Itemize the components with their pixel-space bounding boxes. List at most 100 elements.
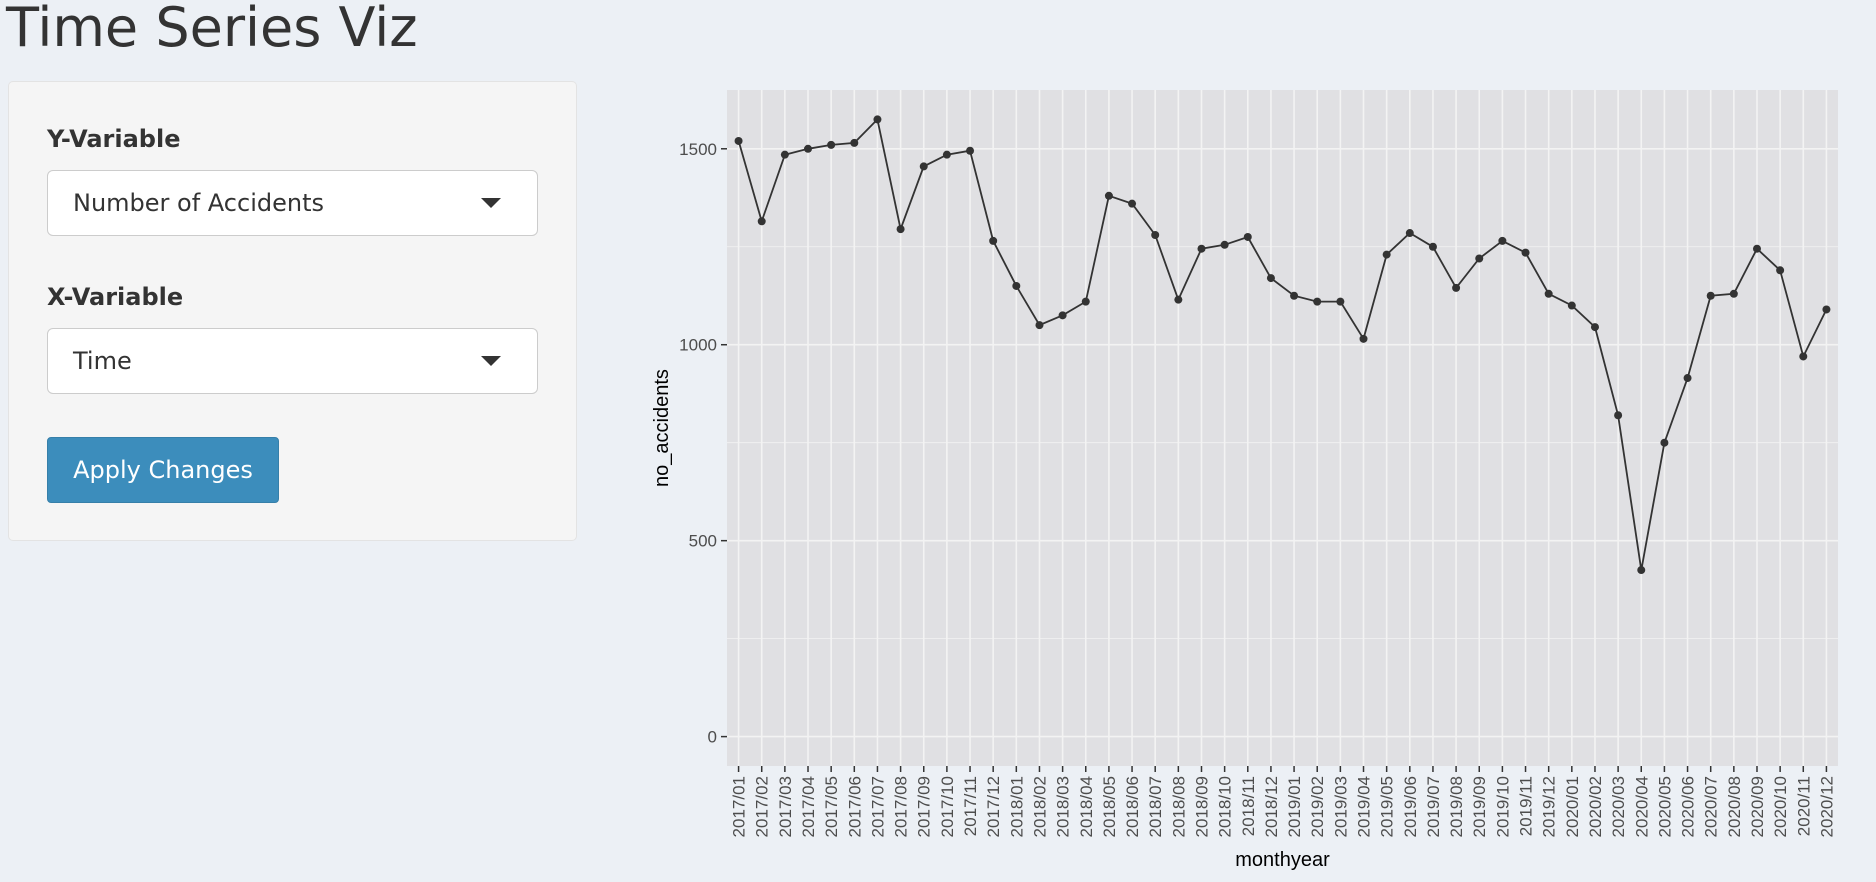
- x-tick-label: 2017/02: [753, 776, 772, 837]
- x-tick-label: 2017/05: [822, 776, 841, 837]
- data-point: [1568, 302, 1576, 310]
- x-tick-label: 2018/12: [1262, 776, 1281, 837]
- data-point: [1082, 298, 1090, 306]
- x-axis: 2017/01 2017/02 2017/03 2017/04 2017/05 2017/…: [730, 766, 1837, 837]
- y-tick-label: 0: [708, 728, 717, 747]
- x-tick-label: 2020/01: [1563, 776, 1582, 837]
- x-tick-label: 2017/04: [799, 776, 818, 837]
- data-point: [1059, 311, 1067, 319]
- data-point: [758, 217, 766, 225]
- y-tick-label: 500: [689, 532, 717, 551]
- data-point: [1822, 305, 1830, 313]
- data-point: [1406, 229, 1414, 237]
- data-point: [1035, 321, 1043, 329]
- data-point: [1637, 566, 1645, 574]
- data-point: [1012, 282, 1020, 290]
- data-point: [1730, 290, 1738, 298]
- x-tick-label: 2017/12: [984, 776, 1003, 837]
- x-tick-label: 2017/10: [938, 776, 957, 837]
- x-tick-label: 2017/09: [915, 776, 934, 837]
- data-point: [1660, 439, 1668, 447]
- data-point: [1221, 241, 1229, 249]
- x-tick-label: 2017/07: [868, 776, 887, 837]
- x-tick-label: 2020/05: [1655, 776, 1674, 837]
- x-tick-label: 2018/03: [1054, 776, 1073, 837]
- data-point: [1360, 335, 1368, 343]
- data-point: [920, 162, 928, 170]
- data-point: [1591, 323, 1599, 331]
- data-point: [1383, 251, 1391, 259]
- x-tick-label: 2020/07: [1702, 776, 1721, 837]
- data-point: [966, 147, 974, 155]
- data-point: [943, 151, 951, 159]
- x-tick-label: 2018/07: [1146, 776, 1165, 837]
- x-tick-label: 2019/10: [1493, 776, 1512, 837]
- x-tick-label: 2020/08: [1725, 776, 1744, 837]
- x-tick-label: 2018/11: [1239, 776, 1258, 836]
- data-point: [1614, 411, 1622, 419]
- data-point: [781, 151, 789, 159]
- data-point: [1197, 245, 1205, 253]
- x-tick-label: 2018/10: [1216, 776, 1235, 837]
- y-axis: 0 500 1000 1500: [679, 140, 727, 747]
- data-point: [1799, 352, 1807, 360]
- x-tick-label: 2017/06: [845, 776, 864, 837]
- x-tick-label: 2020/11: [1794, 776, 1813, 836]
- y-axis-title: no_accidents: [651, 369, 673, 487]
- data-point: [989, 237, 997, 245]
- data-point: [1336, 298, 1344, 306]
- data-point: [1753, 245, 1761, 253]
- x-tick-label: 2019/09: [1470, 776, 1489, 837]
- data-point: [1545, 290, 1553, 298]
- x-tick-label: 2019/01: [1285, 776, 1304, 837]
- plot-panel: [727, 90, 1838, 766]
- data-point: [1776, 266, 1784, 274]
- x-tick-label: 2018/04: [1077, 776, 1096, 837]
- x-tick-label: 2019/03: [1331, 776, 1350, 837]
- x-tick-label: 2019/02: [1308, 776, 1327, 837]
- x-tick-label: 2017/01: [730, 776, 749, 837]
- x-tick-label: 2020/04: [1632, 776, 1651, 837]
- data-point: [1313, 298, 1321, 306]
- data-point: [827, 141, 835, 149]
- x-tick-label: 2020/09: [1748, 776, 1767, 837]
- x-tick-label: 2019/12: [1540, 776, 1559, 837]
- x-tick-label: 2017/03: [776, 776, 795, 837]
- data-point: [1452, 284, 1460, 292]
- x-tick-label: 2018/05: [1100, 776, 1119, 837]
- data-point: [1429, 243, 1437, 251]
- x-tick-label: 2018/01: [1007, 776, 1026, 837]
- data-point: [1290, 292, 1298, 300]
- data-point: [897, 225, 905, 233]
- y-tick-label: 1500: [679, 140, 717, 159]
- data-point: [735, 137, 743, 145]
- x-tick-label: 2020/02: [1586, 776, 1605, 837]
- x-tick-label: 2019/07: [1424, 776, 1443, 837]
- x-tick-label: 2018/09: [1192, 776, 1211, 837]
- data-point: [1128, 200, 1136, 208]
- x-tick-label: 2020/06: [1679, 776, 1698, 837]
- x-tick-label: 2019/04: [1355, 776, 1374, 837]
- data-point: [1244, 233, 1252, 241]
- data-point: [1684, 374, 1692, 382]
- data-point: [1105, 192, 1113, 200]
- data-point: [1498, 237, 1506, 245]
- y-tick-label: 1000: [679, 336, 717, 355]
- data-point: [1151, 231, 1159, 239]
- data-point: [1475, 255, 1483, 263]
- x-tick-label: 2018/08: [1169, 776, 1188, 837]
- data-point: [1707, 292, 1715, 300]
- x-tick-label: 2017/11: [961, 776, 980, 836]
- data-point: [873, 115, 881, 123]
- x-tick-label: 2020/10: [1771, 776, 1790, 837]
- data-point: [1522, 249, 1530, 257]
- x-tick-label: 2019/05: [1378, 776, 1397, 837]
- x-tick-label: 2018/02: [1030, 776, 1049, 837]
- data-point: [850, 139, 858, 147]
- x-tick-label: 2019/06: [1401, 776, 1420, 837]
- x-tick-label: 2020/03: [1609, 776, 1628, 837]
- data-point: [804, 145, 812, 153]
- x-tick-label: 2017/08: [892, 776, 911, 837]
- data-point: [1267, 274, 1275, 282]
